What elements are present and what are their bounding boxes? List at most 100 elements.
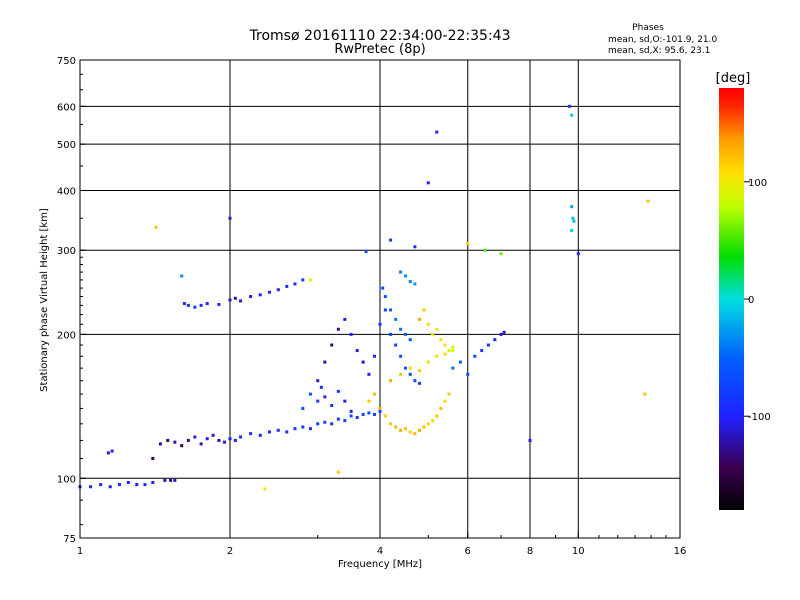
data-point bbox=[426, 181, 430, 185]
data-point bbox=[205, 302, 209, 306]
chart-subtitle: RwPretec (8p) bbox=[334, 42, 425, 57]
colorbar bbox=[719, 88, 744, 510]
data-point bbox=[180, 274, 184, 278]
data-point bbox=[205, 437, 209, 441]
colorbar-tick-label: 0 bbox=[748, 295, 754, 306]
data-point bbox=[367, 372, 371, 376]
data-point bbox=[399, 372, 403, 376]
data-point bbox=[343, 419, 347, 423]
data-point bbox=[403, 274, 407, 278]
chart-title: Tromsø 20161110 22:34:00-22:35:43 bbox=[249, 28, 511, 44]
data-point bbox=[319, 385, 323, 389]
colorbar-tick-label: -100 bbox=[748, 412, 771, 423]
data-point bbox=[451, 349, 455, 353]
data-point bbox=[422, 425, 426, 429]
data-point bbox=[480, 349, 484, 353]
data-point bbox=[576, 252, 580, 256]
data-point bbox=[389, 422, 393, 426]
data-point bbox=[439, 338, 443, 342]
data-point bbox=[447, 392, 451, 396]
grid-lines bbox=[80, 60, 680, 538]
data-point bbox=[330, 422, 334, 426]
data-point bbox=[399, 327, 403, 331]
data-point bbox=[570, 113, 574, 117]
data-point bbox=[383, 414, 387, 418]
data-point bbox=[293, 427, 297, 431]
data-point bbox=[151, 480, 155, 484]
data-point bbox=[383, 308, 387, 312]
data-point bbox=[173, 478, 177, 482]
data-points bbox=[78, 104, 650, 491]
data-point bbox=[263, 487, 267, 491]
data-point bbox=[570, 228, 574, 232]
data-point bbox=[228, 216, 232, 220]
x-tick-label: 16 bbox=[674, 546, 687, 557]
data-point bbox=[293, 282, 297, 286]
data-point bbox=[106, 451, 110, 455]
data-point bbox=[381, 286, 385, 290]
data-point bbox=[228, 437, 232, 441]
data-point bbox=[394, 343, 398, 347]
data-point bbox=[186, 303, 190, 307]
data-point bbox=[186, 438, 190, 442]
data-point bbox=[323, 395, 327, 399]
data-point bbox=[373, 354, 377, 358]
x-tick-label: 8 bbox=[527, 546, 533, 557]
y-tick-label: 100 bbox=[57, 474, 76, 485]
data-point bbox=[217, 438, 221, 442]
data-point bbox=[499, 332, 503, 336]
data-point bbox=[258, 433, 262, 437]
data-point bbox=[336, 417, 340, 421]
data-point bbox=[308, 278, 312, 282]
data-point bbox=[199, 442, 203, 446]
data-point bbox=[182, 302, 186, 306]
data-point bbox=[443, 343, 447, 347]
data-point bbox=[228, 298, 232, 302]
data-point bbox=[572, 219, 576, 223]
data-point bbox=[447, 349, 451, 353]
x-tick-label: 1 bbox=[77, 546, 83, 557]
data-point bbox=[223, 440, 227, 444]
data-point bbox=[426, 422, 430, 426]
data-point bbox=[285, 430, 289, 434]
data-point bbox=[466, 372, 470, 376]
data-point bbox=[422, 308, 426, 312]
data-point bbox=[417, 369, 421, 373]
data-point bbox=[180, 444, 184, 448]
data-point bbox=[193, 305, 197, 309]
data-point bbox=[349, 409, 353, 413]
data-point bbox=[435, 327, 439, 331]
x-axis-label: Frequency [MHz] bbox=[338, 559, 422, 570]
legend-heading: Phases bbox=[632, 23, 664, 33]
data-point bbox=[316, 422, 320, 426]
data-point bbox=[323, 420, 327, 424]
data-point bbox=[435, 130, 439, 134]
data-point bbox=[378, 406, 382, 410]
data-point bbox=[323, 360, 327, 364]
colorbar-ticks: 100 0 -100 bbox=[744, 178, 771, 423]
data-point bbox=[343, 317, 347, 321]
data-point bbox=[431, 419, 435, 423]
data-point bbox=[403, 427, 407, 431]
y-tick-label: 600 bbox=[57, 102, 76, 113]
data-point bbox=[336, 470, 340, 474]
data-point bbox=[364, 250, 368, 254]
data-point bbox=[417, 381, 421, 385]
data-point bbox=[199, 303, 203, 307]
data-point bbox=[403, 332, 407, 336]
data-point bbox=[408, 372, 412, 376]
data-point bbox=[361, 360, 365, 364]
data-point bbox=[646, 199, 650, 203]
data-point bbox=[173, 440, 177, 444]
data-point bbox=[413, 282, 417, 286]
y-axis-label: Stationary phase Virtual Height [km] bbox=[39, 208, 50, 392]
data-point bbox=[126, 480, 130, 484]
data-point bbox=[389, 308, 393, 312]
data-point bbox=[336, 327, 340, 331]
data-point bbox=[473, 354, 477, 358]
data-point bbox=[89, 485, 93, 489]
data-point bbox=[431, 332, 435, 336]
data-point bbox=[458, 360, 462, 364]
y-tick-label: 300 bbox=[57, 246, 76, 257]
